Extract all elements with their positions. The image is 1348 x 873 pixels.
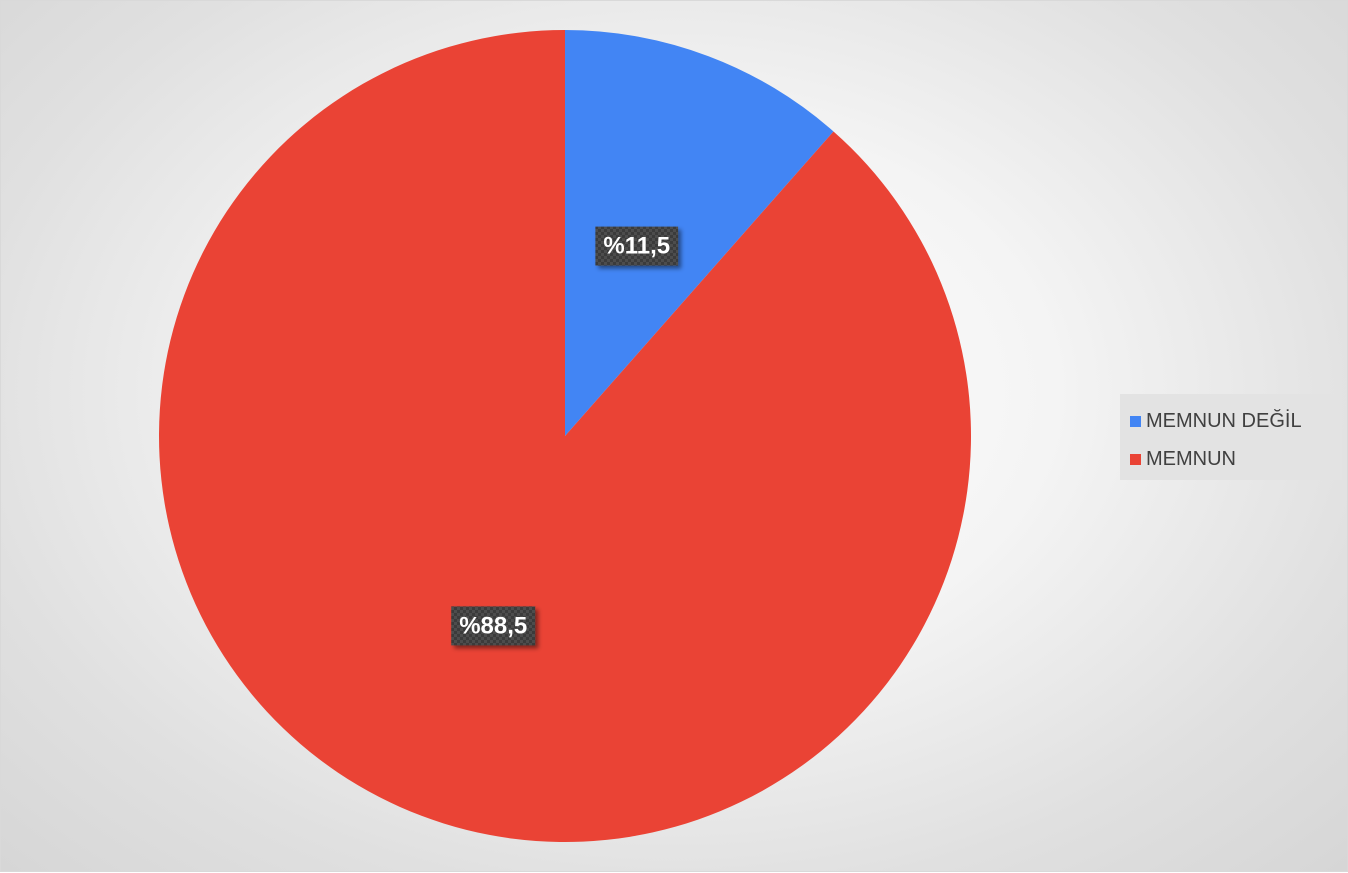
data-label: %88,5 [459,612,527,639]
legend-item: MEMNUN [1130,440,1342,478]
data-label-group: %88,5 [451,606,536,646]
data-label-box [595,226,679,266]
data-label-box [451,606,536,646]
legend-label: MEMNUN [1146,447,1236,470]
legend: MEMNUN DEĞİL MEMNUN [1120,394,1342,480]
pie-data-labels: %11,5 %88,5 [451,226,679,646]
data-label: %11,5 [603,233,670,260]
pie-slices [158,30,972,842]
pie-slice-memnun-de-i-l [565,30,834,436]
legend-swatch [1130,415,1141,427]
pie-slice-memnun [158,30,972,842]
legend-label: MEMNUN DEĞİL [1146,409,1302,432]
data-label-group: %11,5 [595,226,679,266]
legend-item: MEMNUN DEĞİL [1130,402,1342,440]
legend-swatch [1130,453,1141,465]
